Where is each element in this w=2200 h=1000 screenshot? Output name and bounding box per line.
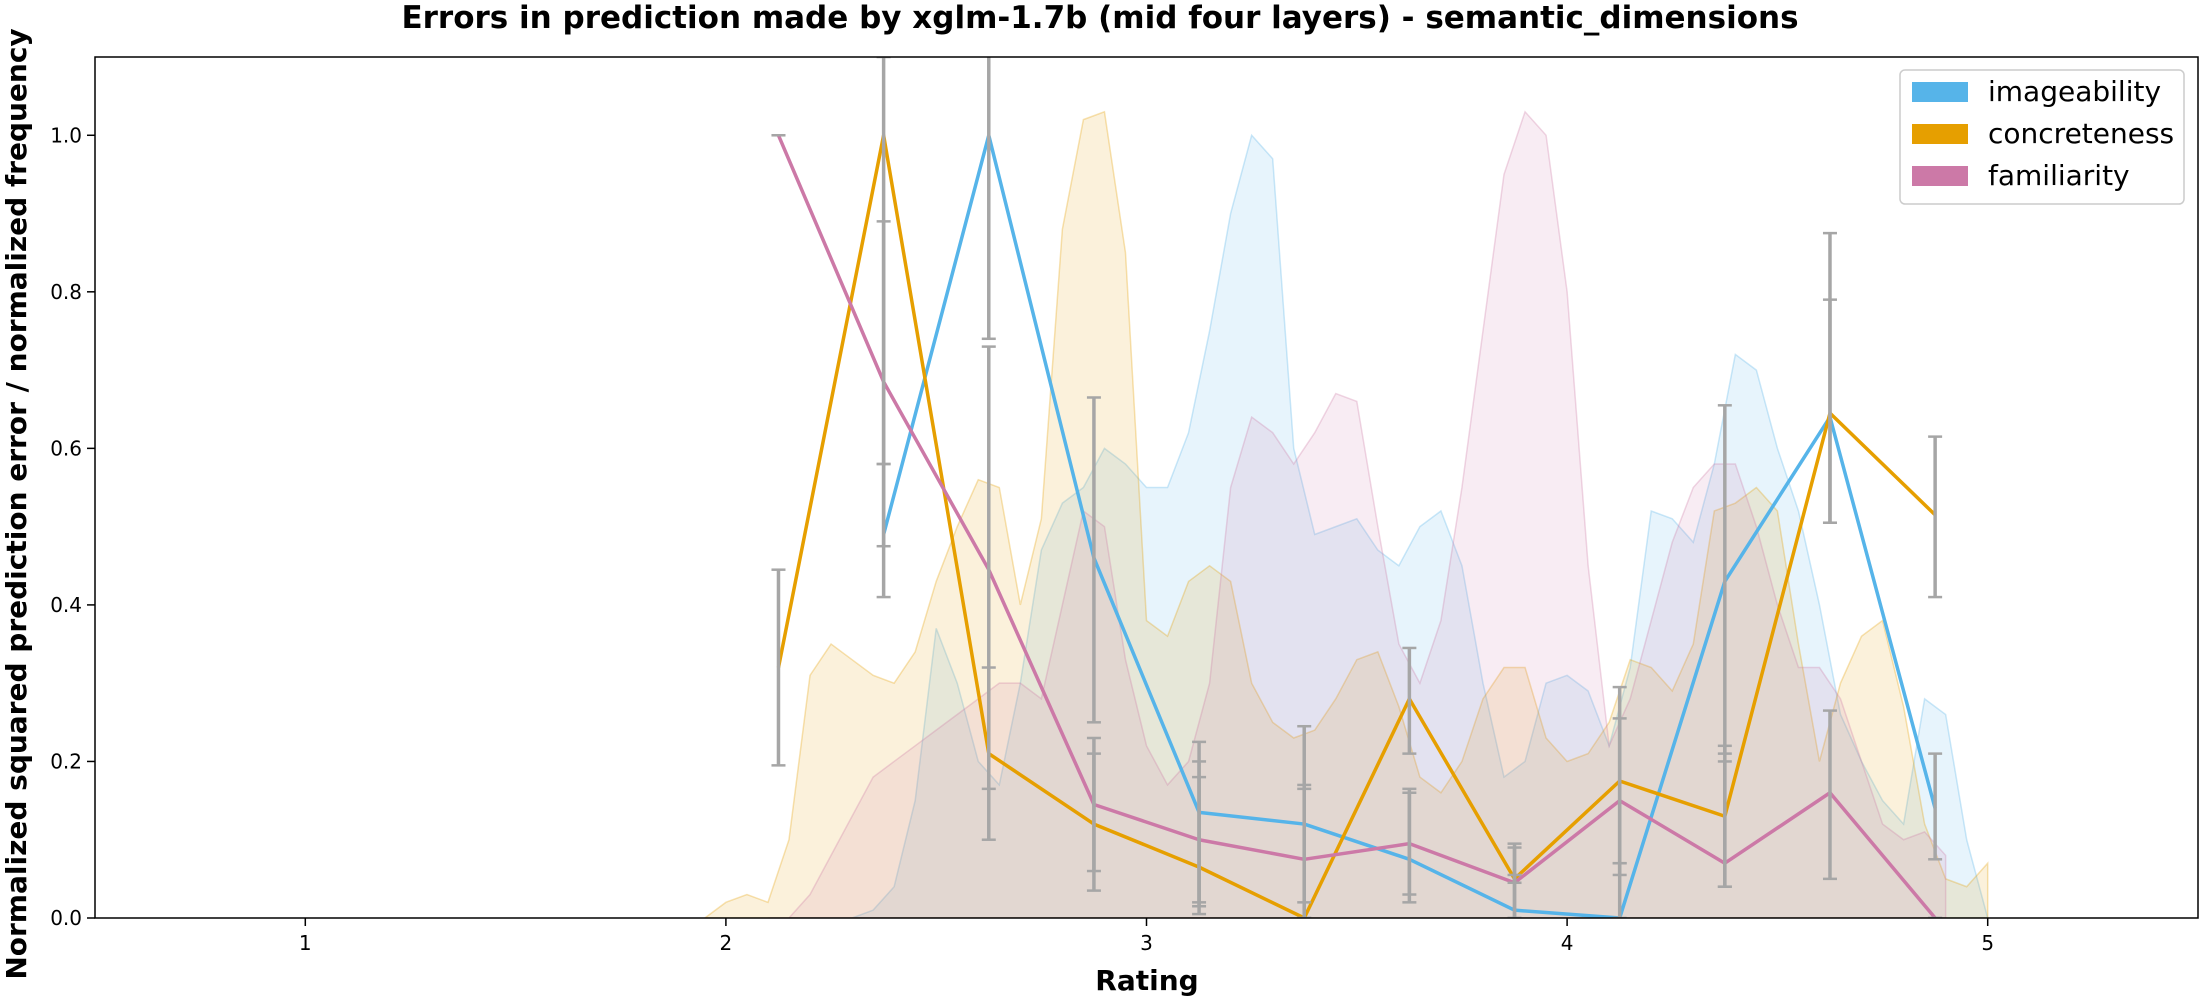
x-tick-label: 2	[720, 931, 733, 955]
x-axis-ticks: 1 2 3 4 5	[299, 918, 1994, 955]
y-tick-label: 0.6	[50, 436, 82, 460]
series-line-concreteness	[776, 133, 1937, 918]
error-bar-familiarity	[1402, 791, 1417, 896]
error-bar-imageability	[1928, 752, 1943, 861]
legend-swatch	[1912, 166, 1968, 186]
y-tick-label: 0.8	[50, 280, 82, 304]
error-bar-imageability	[1086, 396, 1101, 724]
series-line-familiarity	[776, 134, 1937, 918]
error-bar-concreteness	[771, 568, 786, 767]
error-bars-layer	[771, 57, 1943, 918]
x-tick-label: 1	[299, 931, 312, 955]
legend-frame	[1899, 69, 2185, 205]
error-bar-familiarity	[1822, 709, 1837, 881]
frequency-area-familiarity	[767, 110, 1947, 918]
y-axis-label: Normalized squared prediction error / no…	[0, 28, 33, 979]
error-bar-familiarity	[1612, 717, 1627, 865]
legend-entry-familiarity: familiarity	[1912, 159, 2130, 192]
legend-label: familiarity	[1988, 159, 2130, 192]
x-tick-label: 3	[1140, 931, 1153, 955]
y-tick-label: 1.0	[50, 123, 82, 147]
legend: imageability concreteness familiarity	[1899, 69, 2185, 205]
error-bar-imageability	[981, 57, 996, 341]
error-bar-familiarity	[1086, 736, 1101, 873]
y-tick-label: 0.4	[50, 593, 82, 617]
error-bar-concreteness	[1822, 231, 1837, 524]
legend-swatch	[1912, 124, 1968, 144]
error-bar-familiarity	[1297, 783, 1312, 918]
x-tick-label: 4	[1561, 931, 1574, 955]
legend-label: concreteness	[1988, 117, 2174, 150]
error-bar-concreteness	[1402, 646, 1417, 755]
frequency-area-concreteness	[703, 110, 1989, 918]
y-tick-label: 0.2	[50, 749, 82, 773]
error-bar-familiarity	[876, 220, 891, 548]
error-bar-concreteness	[1928, 435, 1943, 599]
legend-entry-concreteness: concreteness	[1912, 117, 2174, 150]
frequency-histogram-layer	[703, 110, 1989, 918]
legend-swatch	[1912, 82, 1968, 102]
legend-entry-imageability: imageability	[1912, 75, 2161, 108]
chart-title: Errors in prediction made by xglm-1.7b (…	[401, 0, 1798, 36]
error-bar-familiarity	[1192, 775, 1207, 908]
error-bar-familiarity	[1507, 846, 1522, 918]
x-tick-label: 5	[1981, 931, 1994, 955]
x-axis-label: Rating	[1095, 964, 1198, 997]
y-tick-label: 0.0	[50, 906, 82, 930]
error-bar-familiarity	[981, 345, 996, 791]
error-bar-familiarity	[1717, 760, 1732, 888]
y-axis-ticks: 0.0 0.2 0.4 0.6 0.8 1.0	[50, 123, 95, 930]
legend-label: imageability	[1988, 75, 2161, 108]
